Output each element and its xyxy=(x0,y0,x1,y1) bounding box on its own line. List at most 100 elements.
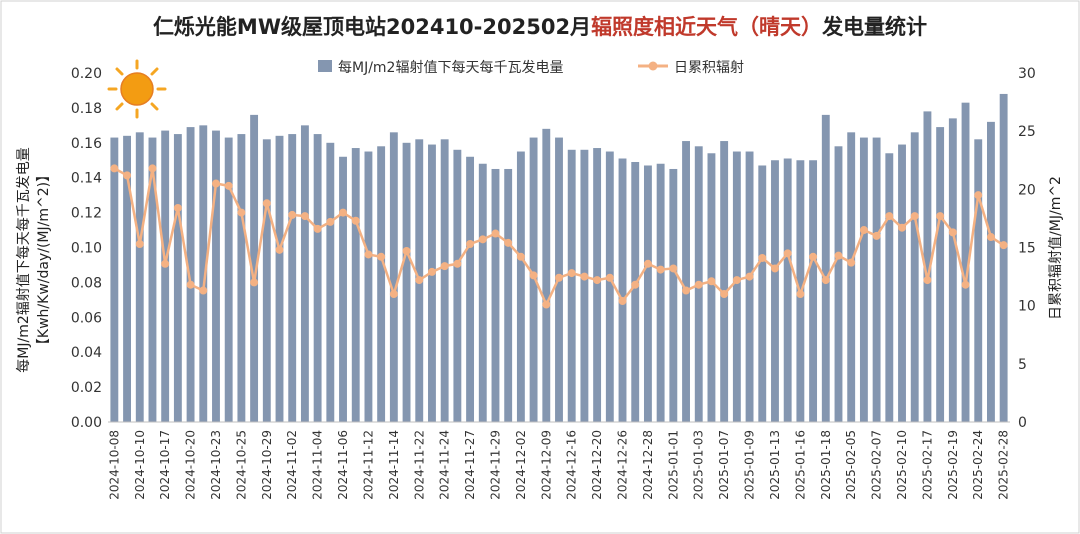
left-axis-ticks: 0.00 0.02 0.04 0.06 0.08 0.10 0.12 0.14 0.16 0.18… xyxy=(71,66,102,431)
bar xyxy=(504,168,513,422)
line-point xyxy=(186,280,195,289)
x-tick-label: 2024-12-02 xyxy=(514,430,528,500)
line-point xyxy=(859,226,868,235)
right-tick-label: 25 xyxy=(1018,124,1036,140)
bar xyxy=(923,111,932,422)
line-point xyxy=(961,280,970,289)
legend-swatch-dot xyxy=(648,61,658,71)
bar xyxy=(300,125,309,422)
x-tick-label: 2025-02-07 xyxy=(870,430,884,500)
x-tick-label: 2024-11-12 xyxy=(361,430,375,500)
bar xyxy=(313,134,322,422)
bar xyxy=(974,139,983,422)
bar xyxy=(669,168,678,422)
bar xyxy=(288,134,297,422)
bar xyxy=(148,137,157,422)
right-axis-ticks: 0 5 10 15 20 25 30 xyxy=(1018,66,1036,431)
line-point xyxy=(555,273,563,282)
left-axis-label-line1: 每MJ/m2辐射值下每天每千瓦发电量 xyxy=(16,147,32,372)
right-axis-label: 日累积辐射值/MJ/m^2 xyxy=(1048,176,1064,320)
line-point xyxy=(110,164,119,173)
line-point xyxy=(516,252,525,261)
chart-title: 仁烁光能MW级屋顶电站202410-202502月辐照度相近天气（晴天）发电量统… xyxy=(153,15,927,39)
line-point xyxy=(796,290,805,299)
line-point xyxy=(250,278,259,287)
bar xyxy=(707,153,716,422)
bar xyxy=(885,153,894,422)
line-point xyxy=(618,297,627,306)
line-point xyxy=(593,276,602,285)
x-tick-label: 2025-02-24 xyxy=(971,430,985,500)
x-tick-label: 2024-10-17 xyxy=(158,430,172,500)
x-tick-label: 2024-10-20 xyxy=(184,430,198,500)
line-point xyxy=(974,191,983,200)
x-tick-label: 2025-01-13 xyxy=(768,430,782,500)
line-point xyxy=(923,276,932,285)
legend-label-line: 日累积辐射 xyxy=(674,60,744,76)
x-tick-label: 2025-01-18 xyxy=(819,430,833,500)
right-tick-label: 30 xyxy=(1018,66,1036,82)
bar xyxy=(720,141,729,422)
bar xyxy=(732,151,741,422)
x-tick-label: 2025-02-19 xyxy=(946,430,960,500)
line-point xyxy=(453,259,462,268)
line-point xyxy=(898,223,907,232)
right-tick-label: 15 xyxy=(1018,241,1036,257)
x-tick-label: 2025-01-03 xyxy=(692,430,706,500)
left-tick-label: 0.20 xyxy=(71,66,102,82)
bar xyxy=(821,114,830,422)
line-point xyxy=(275,245,284,254)
bar xyxy=(351,148,360,422)
left-tick-label: 0.08 xyxy=(71,275,102,291)
line-point xyxy=(910,212,919,221)
bar xyxy=(771,160,779,422)
line-point xyxy=(300,212,309,221)
line-point xyxy=(720,290,729,299)
bar xyxy=(466,156,475,422)
line-point xyxy=(262,199,271,208)
bar xyxy=(491,168,500,422)
bar xyxy=(339,156,347,422)
bar xyxy=(542,128,551,422)
line-point xyxy=(364,250,373,259)
line-point xyxy=(351,216,360,225)
x-tick-label: 2024-12-28 xyxy=(641,430,655,500)
x-tick-label: 2024-11-04 xyxy=(311,430,325,500)
line-point xyxy=(478,235,487,244)
bar xyxy=(453,149,462,422)
x-tick-label: 2025-02-28 xyxy=(997,430,1011,500)
line-series xyxy=(110,164,1008,309)
left-tick-label: 0.10 xyxy=(71,241,102,257)
x-tick-label: 2025-02-10 xyxy=(895,430,909,500)
line-point xyxy=(402,246,411,255)
x-tick-label: 2025-02-05 xyxy=(844,430,858,500)
x-tick-label: 2024-11-14 xyxy=(387,430,401,500)
bar xyxy=(809,160,818,422)
x-tick-label: 2024-11-29 xyxy=(488,430,502,500)
x-tick-label: 2025-01-09 xyxy=(743,430,757,500)
line-point xyxy=(707,277,716,286)
x-tick-label: 2024-11-27 xyxy=(463,430,477,500)
line-point xyxy=(847,258,856,267)
line-point xyxy=(745,272,754,281)
line-point xyxy=(872,231,881,240)
bar xyxy=(110,137,119,422)
line-point xyxy=(936,212,945,221)
title-part-highlight: 辐照度相近天气（晴天） xyxy=(591,15,822,39)
bar xyxy=(567,149,576,422)
line-point xyxy=(631,280,640,289)
line-point xyxy=(211,179,220,188)
x-axis-ticks: 2024-10-08 2024-10-10 2024-10-17 2024-10-20… xyxy=(107,430,1010,500)
line-point xyxy=(313,224,322,233)
line-point xyxy=(440,262,449,271)
right-tick-label: 10 xyxy=(1018,299,1036,315)
left-tick-label: 0.02 xyxy=(71,380,102,396)
legend: 每MJ/m2辐射值下每天每千瓦发电量 日累积辐射 xyxy=(318,60,744,76)
line-point xyxy=(224,181,233,190)
line-point xyxy=(161,259,170,268)
bar xyxy=(936,127,945,422)
bar xyxy=(987,121,995,423)
line-point xyxy=(466,240,475,249)
x-tick-label: 2025-01-01 xyxy=(666,430,680,500)
